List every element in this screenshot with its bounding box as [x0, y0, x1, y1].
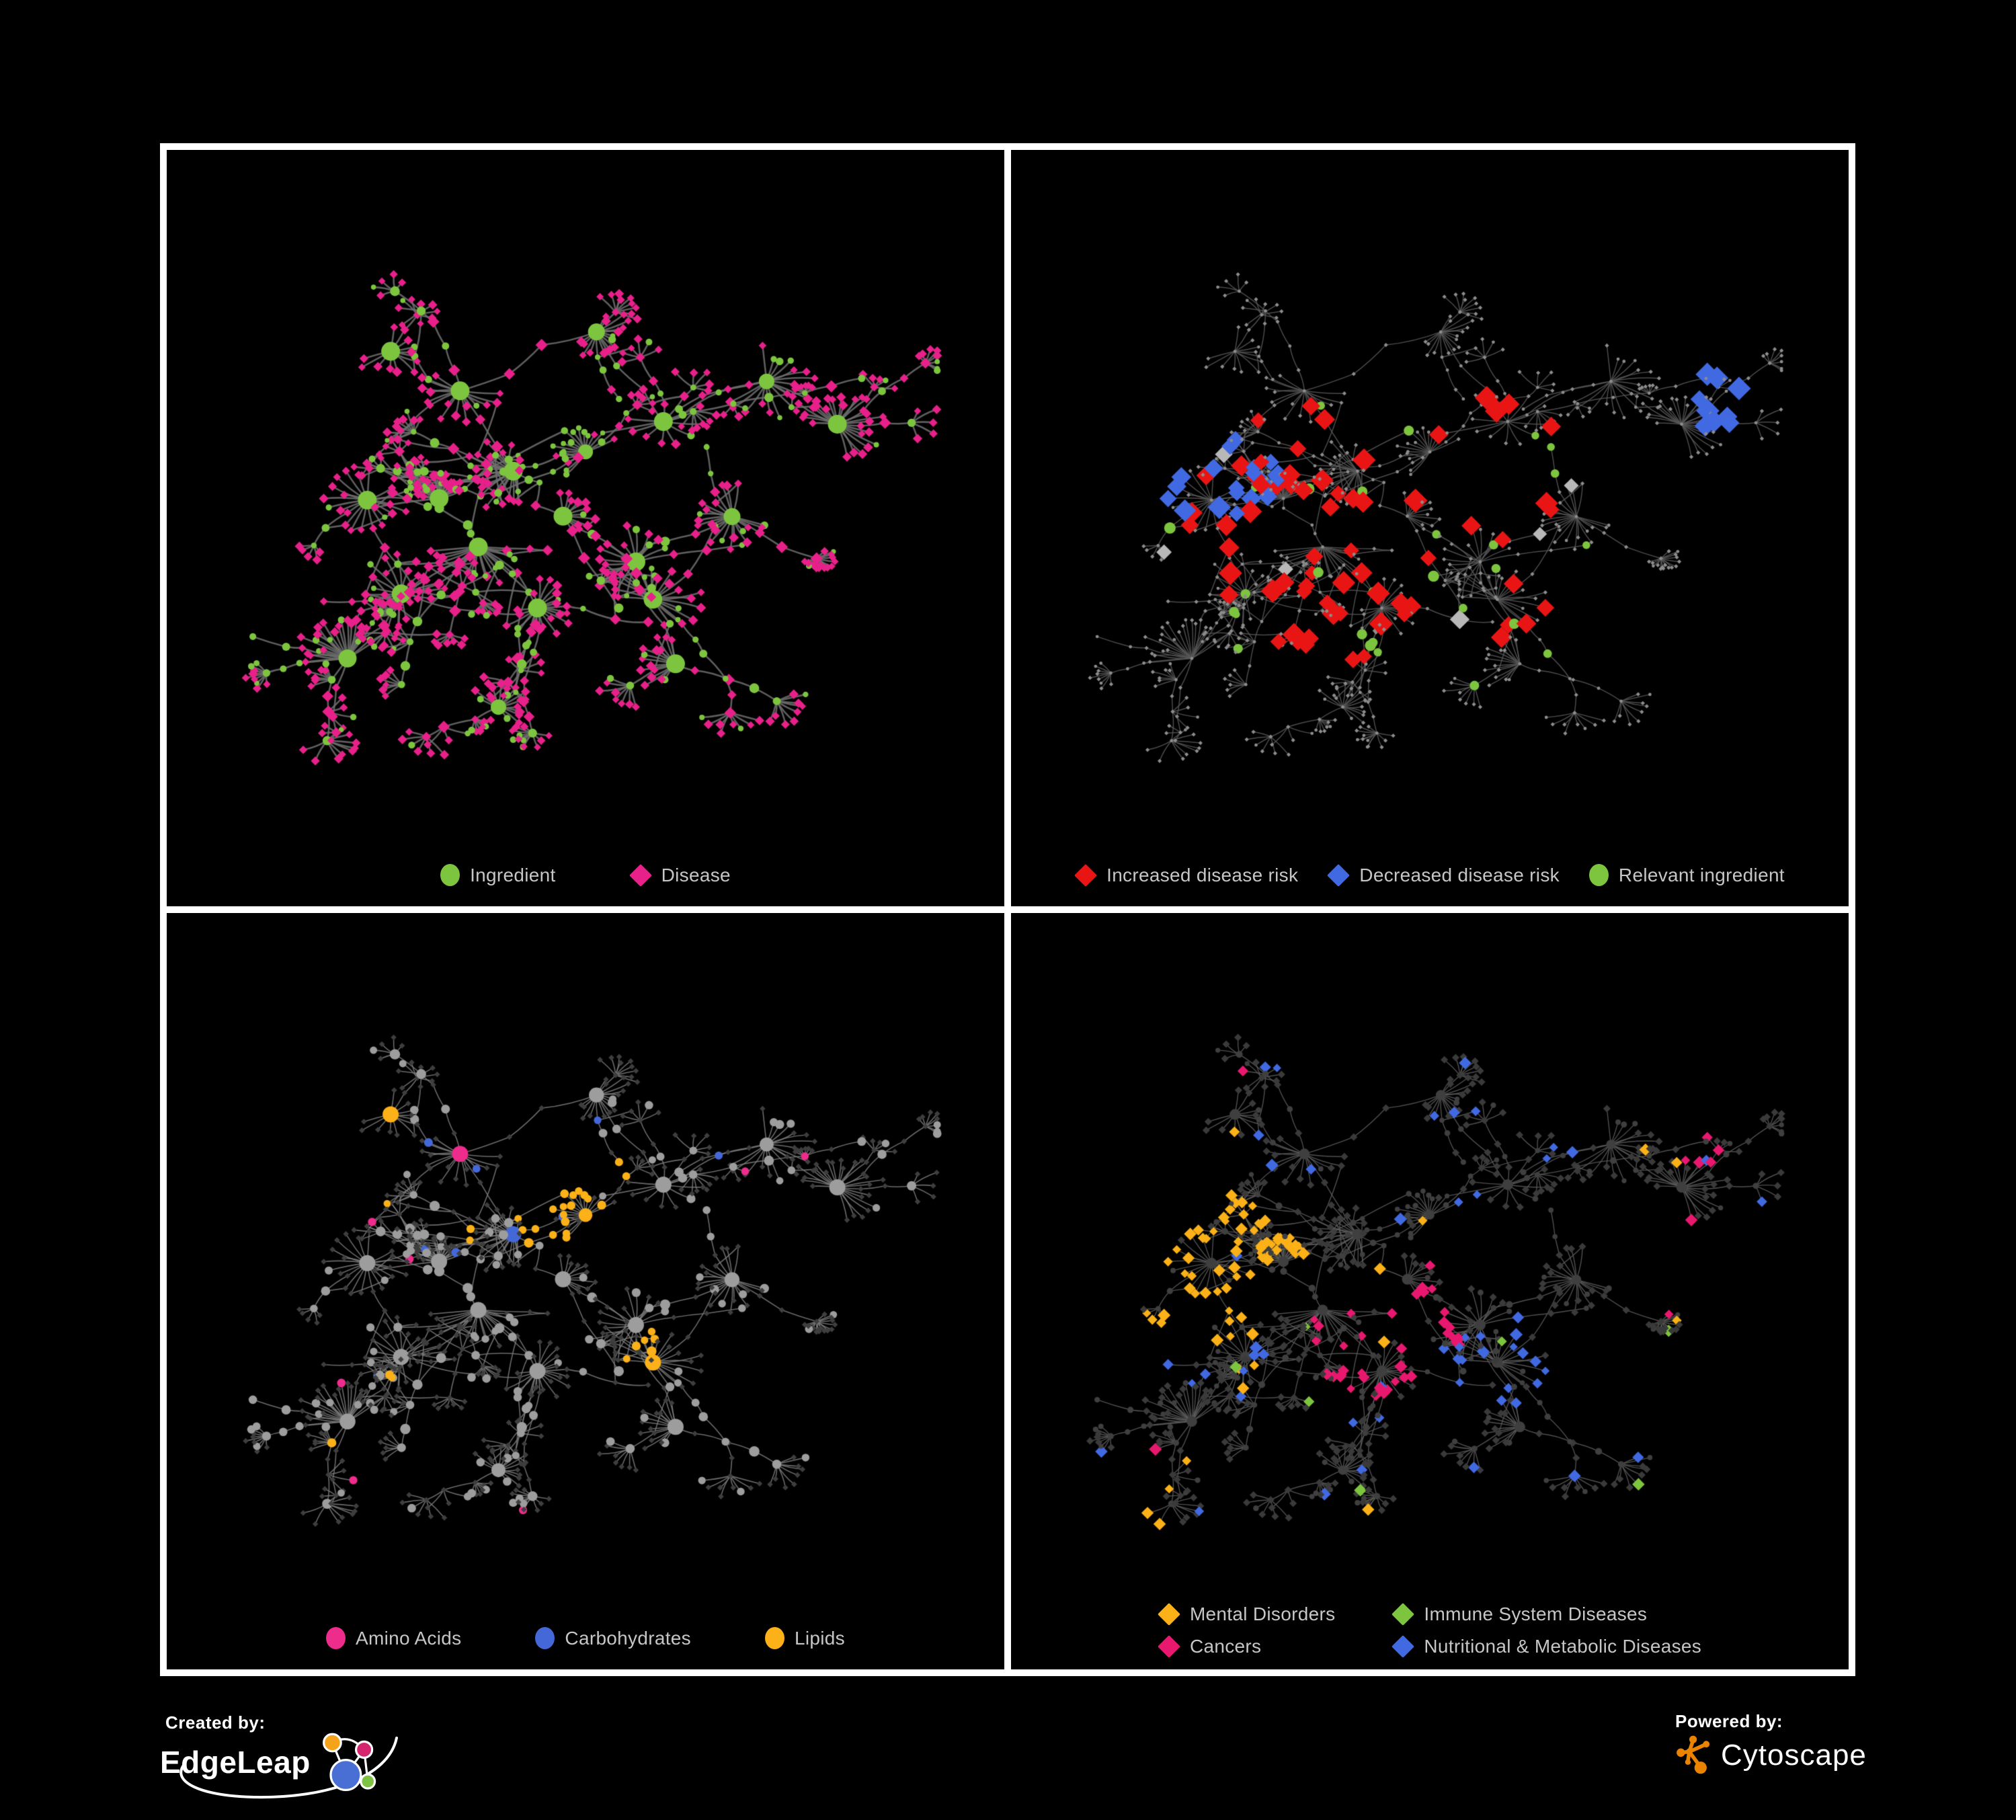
edgeleap-wordmark: EdgeLeap	[160, 1745, 311, 1780]
edgeleap-node-green	[360, 1773, 376, 1790]
panel-disease-risk: Increased disease risk Decreased disease…	[1011, 150, 1849, 906]
legend-item-decreased-risk: Decreased disease risk	[1327, 863, 1560, 887]
relevant-ingredient-marker-icon	[1588, 864, 1609, 886]
edgeleap-node-orange	[322, 1733, 342, 1753]
carbohydrates-marker-icon	[535, 1627, 555, 1649]
legend-label: Mental Disorders	[1189, 1604, 1336, 1624]
legend-item-lipids: Lipids	[764, 1627, 845, 1649]
legend-label: Lipids	[794, 1627, 845, 1649]
cytoscape-wordmark: Cytoscape	[1721, 1739, 1867, 1772]
lipids-marker-icon	[764, 1627, 784, 1649]
cytoscape-logo-icon	[1677, 1735, 1710, 1774]
legend-label: Carbohydrates	[565, 1627, 691, 1649]
legend-label: Ingredient	[470, 864, 556, 885]
amino-acids-marker-icon	[326, 1627, 346, 1649]
disease-marker-icon	[629, 863, 652, 887]
legend-disease-classes: Mental Disorders Immune System Diseases …	[1011, 1603, 1849, 1658]
edgeleap-swoosh-icon	[179, 1737, 398, 1799]
ingredient-marker-icon	[440, 864, 460, 886]
edgeleap-node-pink	[354, 1740, 374, 1759]
network-canvas-2	[167, 913, 1004, 1585]
cytoscape-icon-nodes	[1677, 1735, 1710, 1774]
legend-item-immune-diseases: Immune System Diseases	[1392, 1603, 1701, 1626]
legend-item-amino-acids: Amino Acids	[326, 1627, 461, 1649]
legend-item-ingredient: Ingredient	[440, 864, 556, 886]
powered-by-label: Powered by:	[1675, 1711, 1783, 1731]
network-canvas-3	[1011, 913, 1849, 1585]
cancers-marker-icon	[1157, 1635, 1180, 1658]
panel-ingredient-classes: Amino Acids Carbohydrates Lipids	[167, 913, 1004, 1669]
four-panel-grid: Ingredient Disease Increased disease ris…	[160, 143, 1855, 1676]
legend-item-cancers: Cancers	[1157, 1635, 1335, 1658]
legend-label: Increased disease risk	[1106, 864, 1299, 885]
panel-disease-classes: Mental Disorders Immune System Diseases …	[1011, 913, 1849, 1669]
powered-by-block: Powered by: Cytosc	[1675, 1711, 1991, 1819]
nutritional-metabolic-marker-icon	[1392, 1635, 1415, 1658]
legend-label: Immune System Diseases	[1424, 1604, 1648, 1624]
legend-label: Decreased disease risk	[1359, 864, 1560, 885]
legend-item-increased-risk: Increased disease risk	[1074, 863, 1299, 887]
network-canvas-1	[1011, 150, 1849, 822]
legend-label: Amino Acids	[356, 1627, 462, 1649]
legend-item-nutritional-metabolic: Nutritional & Metabolic Diseases	[1392, 1635, 1702, 1658]
created-by-label: Created by:	[165, 1712, 266, 1733]
network-canvas-0	[167, 150, 1004, 822]
legend-label: Nutritional & Metabolic Diseases	[1424, 1636, 1702, 1657]
legend-ingredient-classes: Amino Acids Carbohydrates Lipids	[167, 1627, 1004, 1649]
legend-label: Cancers	[1189, 1636, 1262, 1657]
increased-risk-marker-icon	[1074, 863, 1098, 887]
created-by-block: Created by: EdgeLeap	[160, 1711, 476, 1819]
legend-label: Relevant ingredient	[1618, 864, 1785, 885]
legend-item-relevant-ingredient: Relevant ingredient	[1588, 864, 1785, 886]
edgeleap-logo-icon	[322, 1733, 376, 1791]
legend-item-carbohydrates: Carbohydrates	[535, 1627, 691, 1649]
legend-label: Disease	[661, 864, 731, 885]
legend-item-mental-disorders: Mental Disorders	[1157, 1603, 1336, 1626]
mental-disorders-marker-icon	[1157, 1603, 1180, 1626]
edgeleap-node-blue	[329, 1759, 362, 1791]
legend-disease-risk: Increased disease risk Decreased disease…	[1011, 863, 1849, 887]
decreased-risk-marker-icon	[1327, 863, 1350, 887]
immune-diseases-marker-icon	[1392, 1603, 1415, 1626]
legend-ingredient-disease: Ingredient Disease	[167, 863, 1004, 887]
panel-ingredient-disease: Ingredient Disease	[167, 150, 1004, 906]
legend-item-disease: Disease	[629, 863, 731, 887]
